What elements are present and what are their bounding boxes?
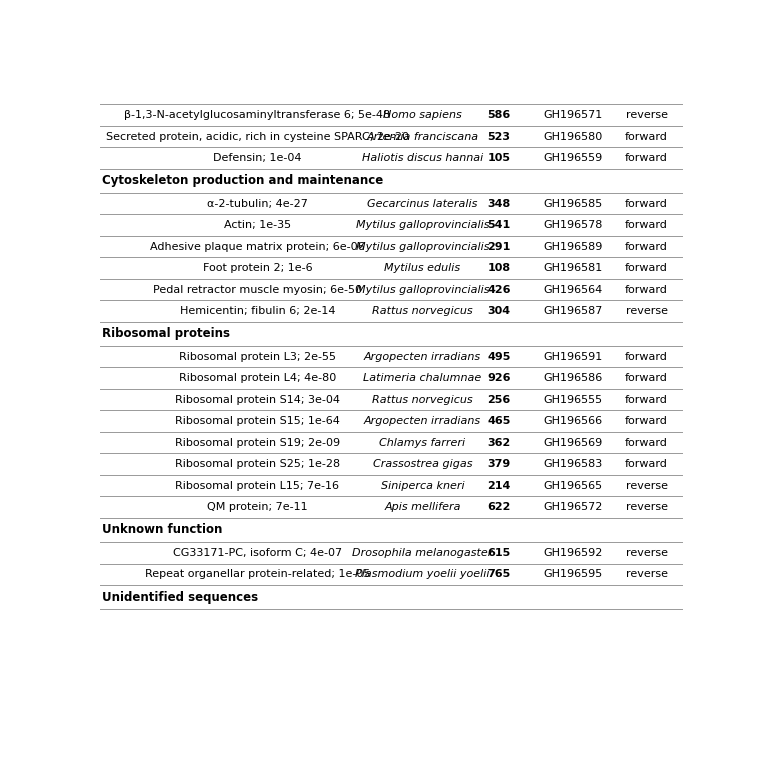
Text: Ribosomal protein L15; 7e-16: Ribosomal protein L15; 7e-16 bbox=[175, 480, 339, 491]
Text: β-1,3-N-acetylglucosaminyltransferase 6; 5e-48: β-1,3-N-acetylglucosaminyltransferase 6;… bbox=[124, 110, 390, 120]
Text: Repeat organellar protein-related; 1e-05: Repeat organellar protein-related; 1e-05 bbox=[145, 569, 370, 580]
Text: GH196572: GH196572 bbox=[543, 502, 603, 512]
Text: Ribosomal protein S25; 1e-28: Ribosomal protein S25; 1e-28 bbox=[175, 459, 340, 470]
Text: Rattus norvegicus: Rattus norvegicus bbox=[372, 395, 473, 405]
Text: Siniperca kneri: Siniperca kneri bbox=[380, 480, 464, 491]
Text: Adhesive plaque matrix protein; 6e-06: Adhesive plaque matrix protein; 6e-06 bbox=[150, 242, 365, 252]
Text: Foot protein 2; 1e-6: Foot protein 2; 1e-6 bbox=[202, 263, 312, 273]
Text: Pedal retractor muscle myosin; 6e-50: Pedal retractor muscle myosin; 6e-50 bbox=[153, 285, 361, 295]
Text: forward: forward bbox=[625, 417, 668, 426]
Text: GH196587: GH196587 bbox=[543, 307, 603, 316]
Text: reverse: reverse bbox=[626, 548, 667, 558]
Text: Mytilus galloprovincialis: Mytilus galloprovincialis bbox=[355, 220, 489, 230]
Text: QM protein; 7e-11: QM protein; 7e-11 bbox=[207, 502, 307, 512]
Text: 362: 362 bbox=[488, 438, 511, 448]
Text: forward: forward bbox=[625, 352, 668, 362]
Text: GH196580: GH196580 bbox=[543, 132, 603, 142]
Text: 765: 765 bbox=[488, 569, 511, 580]
Text: Ribosomal proteins: Ribosomal proteins bbox=[102, 328, 230, 340]
Text: forward: forward bbox=[625, 395, 668, 405]
Text: Gecarcinus lateralis: Gecarcinus lateralis bbox=[368, 199, 478, 209]
Text: Defensin; 1e-04: Defensin; 1e-04 bbox=[213, 153, 301, 163]
Text: Ribosomal protein L4; 4e-80: Ribosomal protein L4; 4e-80 bbox=[179, 373, 336, 383]
Text: 256: 256 bbox=[488, 395, 511, 405]
Text: 586: 586 bbox=[488, 110, 511, 120]
Text: reverse: reverse bbox=[626, 569, 667, 580]
Text: Crassostrea gigas: Crassostrea gigas bbox=[373, 459, 472, 470]
Text: forward: forward bbox=[625, 438, 668, 448]
Text: 214: 214 bbox=[488, 480, 511, 491]
Text: Ribosomal protein S14; 3e-04: Ribosomal protein S14; 3e-04 bbox=[175, 395, 340, 405]
Text: Ribosomal protein S15; 1e-64: Ribosomal protein S15; 1e-64 bbox=[175, 417, 339, 426]
Text: 108: 108 bbox=[488, 263, 511, 273]
Text: 348: 348 bbox=[488, 199, 511, 209]
Text: forward: forward bbox=[625, 373, 668, 383]
Text: Artemia franciscana: Artemia franciscana bbox=[366, 132, 479, 142]
Text: Mytilus galloprovincialis: Mytilus galloprovincialis bbox=[355, 285, 489, 295]
Text: reverse: reverse bbox=[626, 480, 667, 491]
Text: GH196592: GH196592 bbox=[543, 548, 603, 558]
Text: GH196571: GH196571 bbox=[543, 110, 603, 120]
Text: Hemicentin; fibulin 6; 2e-14: Hemicentin; fibulin 6; 2e-14 bbox=[180, 307, 335, 316]
Text: forward: forward bbox=[625, 153, 668, 163]
Text: forward: forward bbox=[625, 199, 668, 209]
Text: forward: forward bbox=[625, 263, 668, 273]
Text: Argopecten irradians: Argopecten irradians bbox=[364, 417, 481, 426]
Text: forward: forward bbox=[625, 242, 668, 252]
Text: CG33171-PC, isoform C; 4e-07: CG33171-PC, isoform C; 4e-07 bbox=[173, 548, 342, 558]
Text: Unknown function: Unknown function bbox=[102, 523, 222, 537]
Text: 926: 926 bbox=[487, 373, 511, 383]
Text: GH196559: GH196559 bbox=[543, 153, 603, 163]
Text: GH196564: GH196564 bbox=[543, 285, 603, 295]
Text: α-2-tubulin; 4e-27: α-2-tubulin; 4e-27 bbox=[207, 199, 307, 209]
Text: Apis mellifera: Apis mellifera bbox=[384, 502, 460, 512]
Text: Unidentified sequences: Unidentified sequences bbox=[102, 590, 258, 604]
Text: GH196569: GH196569 bbox=[543, 438, 603, 448]
Text: GH196595: GH196595 bbox=[543, 569, 603, 580]
Text: forward: forward bbox=[625, 132, 668, 142]
Text: Cytoskeleton production and maintenance: Cytoskeleton production and maintenance bbox=[102, 175, 384, 187]
Text: GH196589: GH196589 bbox=[543, 242, 603, 252]
Text: Mytilus galloprovincialis: Mytilus galloprovincialis bbox=[355, 242, 489, 252]
Text: Rattus norvegicus: Rattus norvegicus bbox=[372, 307, 473, 316]
Text: reverse: reverse bbox=[626, 307, 667, 316]
Text: GH196578: GH196578 bbox=[543, 220, 603, 230]
Text: 426: 426 bbox=[487, 285, 511, 295]
Text: 465: 465 bbox=[488, 417, 511, 426]
Text: forward: forward bbox=[625, 285, 668, 295]
Text: GH196591: GH196591 bbox=[543, 352, 603, 362]
Text: Argopecten irradians: Argopecten irradians bbox=[364, 352, 481, 362]
Text: GH196585: GH196585 bbox=[543, 199, 603, 209]
Text: forward: forward bbox=[625, 459, 668, 470]
Text: GH196555: GH196555 bbox=[543, 395, 603, 405]
Text: Homo sapiens: Homo sapiens bbox=[383, 110, 462, 120]
Text: Secreted protein, acidic, rich in cysteine SPARC; 2e-20: Secreted protein, acidic, rich in cystei… bbox=[106, 132, 409, 142]
Text: Ribosomal protein L3; 2e-55: Ribosomal protein L3; 2e-55 bbox=[179, 352, 336, 362]
Text: Plasmodium yoelii yoelii: Plasmodium yoelii yoelii bbox=[355, 569, 489, 580]
Text: reverse: reverse bbox=[626, 502, 667, 512]
Text: GH196565: GH196565 bbox=[543, 480, 603, 491]
Text: GH196586: GH196586 bbox=[543, 373, 603, 383]
Text: 622: 622 bbox=[488, 502, 511, 512]
Text: 495: 495 bbox=[488, 352, 511, 362]
Text: forward: forward bbox=[625, 220, 668, 230]
Text: Actin; 1e-35: Actin; 1e-35 bbox=[224, 220, 291, 230]
Text: Latimeria chalumnae: Latimeria chalumnae bbox=[363, 373, 482, 383]
Text: Drosophila melanogaster: Drosophila melanogaster bbox=[352, 548, 492, 558]
Text: 105: 105 bbox=[488, 153, 511, 163]
Text: Chlamys farreri: Chlamys farreri bbox=[380, 438, 466, 448]
Text: GH196566: GH196566 bbox=[543, 417, 603, 426]
Text: 615: 615 bbox=[488, 548, 511, 558]
Text: GH196581: GH196581 bbox=[543, 263, 603, 273]
Text: 541: 541 bbox=[488, 220, 511, 230]
Text: GH196583: GH196583 bbox=[543, 459, 603, 470]
Text: 291: 291 bbox=[488, 242, 511, 252]
Text: Haliotis discus hannai: Haliotis discus hannai bbox=[361, 153, 483, 163]
Text: 379: 379 bbox=[488, 459, 511, 470]
Text: reverse: reverse bbox=[626, 110, 667, 120]
Text: Ribosomal protein S19; 2e-09: Ribosomal protein S19; 2e-09 bbox=[175, 438, 340, 448]
Text: Mytilus edulis: Mytilus edulis bbox=[384, 263, 460, 273]
Text: 304: 304 bbox=[488, 307, 511, 316]
Text: 523: 523 bbox=[488, 132, 511, 142]
